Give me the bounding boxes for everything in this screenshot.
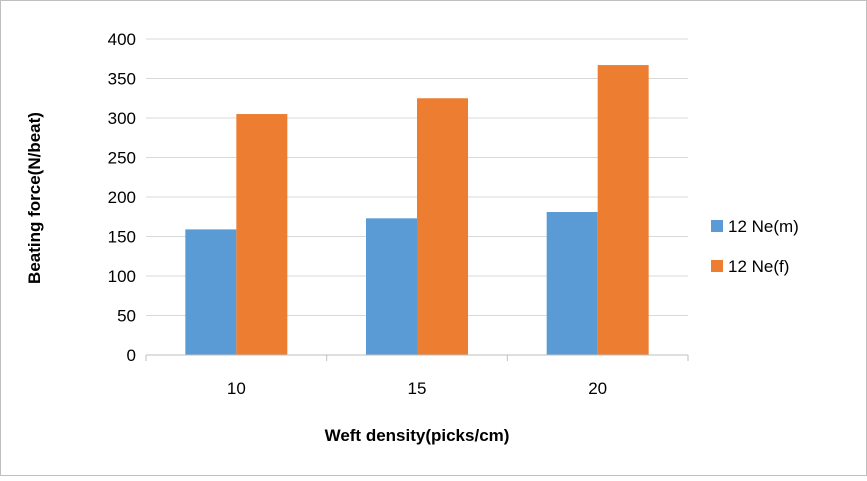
bar-series-2-15	[417, 98, 468, 355]
y-tick-label: 250	[108, 149, 136, 168]
y-tick-label: 50	[117, 307, 136, 326]
y-tick-label: 300	[108, 109, 136, 128]
legend-swatch	[711, 220, 723, 232]
y-tick-label: 400	[108, 30, 136, 49]
legend-swatch	[711, 260, 723, 272]
bar-series-2-20	[597, 65, 649, 355]
legend-label: 12 Ne(m)	[728, 217, 799, 236]
x-tick-label: 15	[408, 379, 427, 398]
bar-series-1-20	[546, 212, 598, 355]
y-tick-label: 200	[108, 188, 136, 207]
bar-series-1-10	[185, 229, 237, 355]
legend-label: 12 Ne(f)	[728, 257, 789, 276]
x-tick-label: 10	[227, 379, 246, 398]
bars	[185, 65, 649, 355]
y-tick-label: 350	[108, 70, 136, 89]
axes: 0 50 100 150 200 250 300 350 400 10 15 20	[108, 30, 689, 398]
y-axis-title: Beating force(N/beat)	[25, 112, 44, 284]
bar-series-2-10	[236, 114, 288, 355]
x-axis-title: Weft density(picks/cm)	[325, 426, 510, 445]
x-tick-label: 20	[588, 379, 607, 398]
legend: 12 Ne(m) 12 Ne(f)	[711, 217, 799, 276]
y-tick-label: 100	[108, 267, 136, 286]
bar-series-1-15	[366, 218, 417, 355]
y-tick-label: 150	[108, 228, 136, 247]
y-tick-label: 0	[127, 346, 136, 365]
